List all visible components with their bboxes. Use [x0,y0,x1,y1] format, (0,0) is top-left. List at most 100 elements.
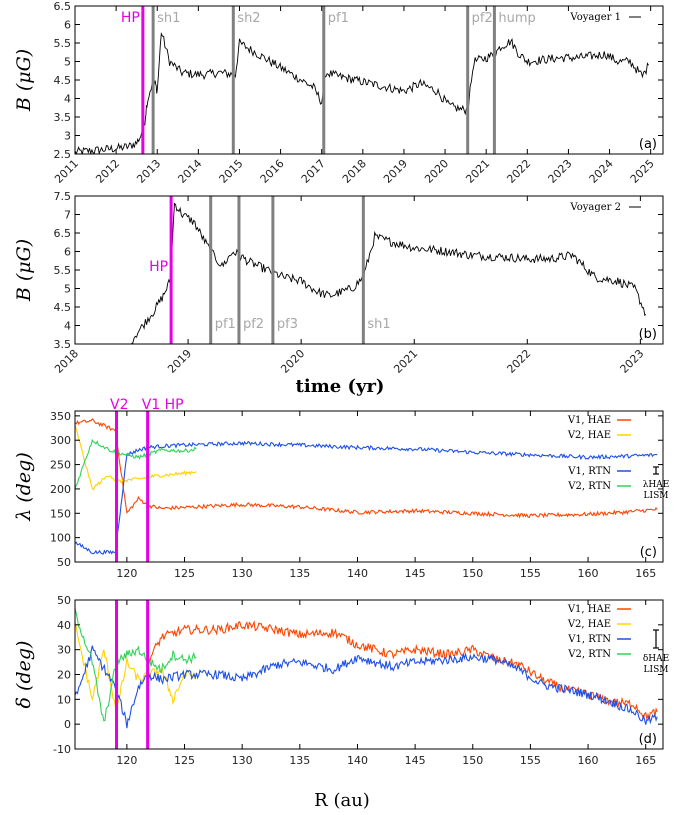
y-tick-label: 6 [64,19,71,32]
y-tick-label: 150 [50,507,71,520]
legend-label: V2, HAE [567,619,611,630]
x-tick-label: 2017 [299,157,328,186]
event-label-hump: hump [498,11,535,26]
x-tick-label: 140 [347,567,368,580]
x-tick-label: 2021 [391,347,420,376]
y-tick-label: 0 [64,718,71,731]
series-v1-hae-line [75,418,658,519]
x-tick-label: 2019 [165,347,194,376]
y-tick-label: 3 [64,130,71,143]
y-tick-label: 300 [50,434,71,447]
series-v1-rtn-line [75,645,658,729]
x-tick-label: 2012 [93,157,122,186]
legend-label: V2, RTN [567,481,611,492]
x-tick-label: 125 [174,567,195,580]
y-tick-label: 4 [64,320,71,333]
x-tick-label: 120 [116,567,137,580]
event-label-sh1: sh1 [367,317,390,332]
x-tick-label: 160 [578,567,599,580]
legend-label: V2, HAE [567,430,611,441]
lism-sub-label: λHAE [643,480,670,490]
y-tick-label: 30 [57,644,71,657]
x-tick-label: 165 [635,754,656,767]
panel-label: (d) [639,732,657,747]
event-label-sh1: sh1 [157,11,180,26]
x-tick-label: 150 [462,754,483,767]
series-v2-rtn-line [75,608,197,722]
x-tick-label: 2022 [504,347,533,376]
y-tick-label: 6 [64,246,71,259]
legend-label: V1, RTN [567,466,611,477]
y-tick-label: 10 [57,693,71,706]
y-tick-label: 200 [50,483,71,496]
xlabel-time: time (yr) [296,376,385,397]
y-tick-label: 250 [50,459,71,472]
series-v1-rtn-line [75,440,658,555]
x-tick-label: 155 [520,754,541,767]
lism-sub-label: δHAE [643,654,669,664]
y-tick-label: 50 [57,594,71,607]
series-v2-rtn-line [75,438,197,490]
y-tick-label: 100 [50,532,71,545]
panel-d: -10 0 10 20 30 40 50 120 125 130 135 140 145 150 155 16… [13,594,669,767]
y-tick-label: 350 [50,410,71,423]
y-tick-label: 4.5 [54,74,72,87]
x-tick-label: 2015 [217,157,246,186]
event-label-pf1: pf1 [328,11,349,26]
legend-label: V2, RTN [567,649,611,660]
legend-label: Voyager 1 [569,12,621,23]
hp-label: HP [149,259,168,275]
series-v2-hae-line [75,621,197,716]
y-tick-label: 2.5 [54,148,72,161]
x-tick-label: 125 [174,754,195,767]
x-tick-label: 160 [578,754,599,767]
event-label-sh2: sh2 [237,11,260,26]
x-tick-label: 2023 [546,157,575,186]
y-tick-label: 7 [64,209,71,222]
lism-label: LISM [644,665,669,675]
x-tick-label: 135 [289,754,310,767]
series-voyager-2-line [131,202,647,344]
xlabel-r: R (au) [314,790,370,811]
y-tick-label: 4.5 [54,301,72,314]
legend-label: V1, HAE [567,415,611,426]
y-tick-label: 3.5 [54,338,72,351]
x-tick-label: 145 [405,754,426,767]
x-tick-label: 2014 [175,157,204,186]
hp-label: V1 HP [142,397,184,413]
panel-label: (c) [640,545,657,560]
x-tick-label: 155 [520,567,541,580]
x-tick-label: 2020 [422,157,451,186]
y-tick-label: 7.5 [54,190,72,203]
x-tick-label: 2024 [587,157,616,186]
x-tick-label: 140 [347,754,368,767]
x-tick-label: 2025 [628,157,657,186]
x-tick-label: 2023 [618,347,647,376]
panel-a: sh1 sh2 pf1 pf2 hump HP 2.5 3 3.5 4 4.5 5 5.5 6 6.5 201… [13,0,664,186]
x-tick-label: 2016 [258,157,287,186]
y-axis-label: B (μG) [13,49,35,112]
y-tick-label: 5.5 [54,264,72,277]
x-tick-label: 2019 [381,157,410,186]
y-tick-label: 5 [64,56,71,69]
panel-b: pf1 pf2 pf3 sh1 HP 3.5 4 4.5 5 5.5 6 6.5 7 7.5 2018 201… [13,190,664,376]
x-tick-label: 130 [232,754,253,767]
x-tick-label: 2013 [134,157,163,186]
event-label-pf2: pf2 [243,317,264,332]
event-label-pf2: pf2 [472,11,493,26]
y-axis-label: B (μG) [13,239,35,302]
x-tick-label: 120 [116,754,137,767]
series-voyager-1-line [75,32,649,154]
legend-label: Voyager 2 [569,202,621,213]
panel-label: (a) [639,137,657,152]
x-tick-label: 150 [462,567,483,580]
y-tick-label: 50 [57,556,71,569]
panel-label: (b) [639,327,657,342]
hp-label: V2 [110,397,128,413]
event-label-pf1: pf1 [215,317,236,332]
y-tick-label: 3.5 [54,111,72,124]
x-tick-label: 135 [289,567,310,580]
legend-label: V1, RTN [567,634,611,645]
x-tick-label: 2011 [52,157,81,186]
